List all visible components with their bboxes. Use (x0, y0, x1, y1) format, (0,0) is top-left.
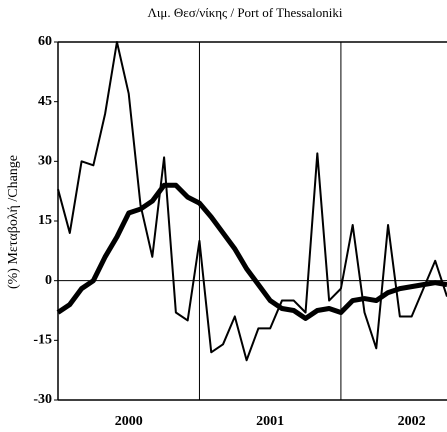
y-tick-label: 30 (38, 154, 52, 169)
y-tick-label: 15 (38, 213, 52, 228)
series-line (57, 41, 447, 362)
y-tick-label: 45 (38, 94, 52, 109)
x-tick-label: 2000 (115, 414, 143, 429)
y-tick-label: -30 (33, 392, 52, 407)
y-tick-label: 60 (38, 34, 52, 49)
y-tick-label: -15 (33, 333, 52, 348)
x-tick-label: 2001 (256, 414, 284, 429)
chart-title: Λιμ. Θεσ/νίκης / Port of Thessaloniki (147, 5, 342, 20)
x-tick-label: 2002 (398, 414, 426, 429)
y-axis-label: (%) Μεταβολή /Change (6, 155, 21, 289)
series-line (56, 182, 447, 321)
y-tick-label: 0 (45, 273, 52, 288)
